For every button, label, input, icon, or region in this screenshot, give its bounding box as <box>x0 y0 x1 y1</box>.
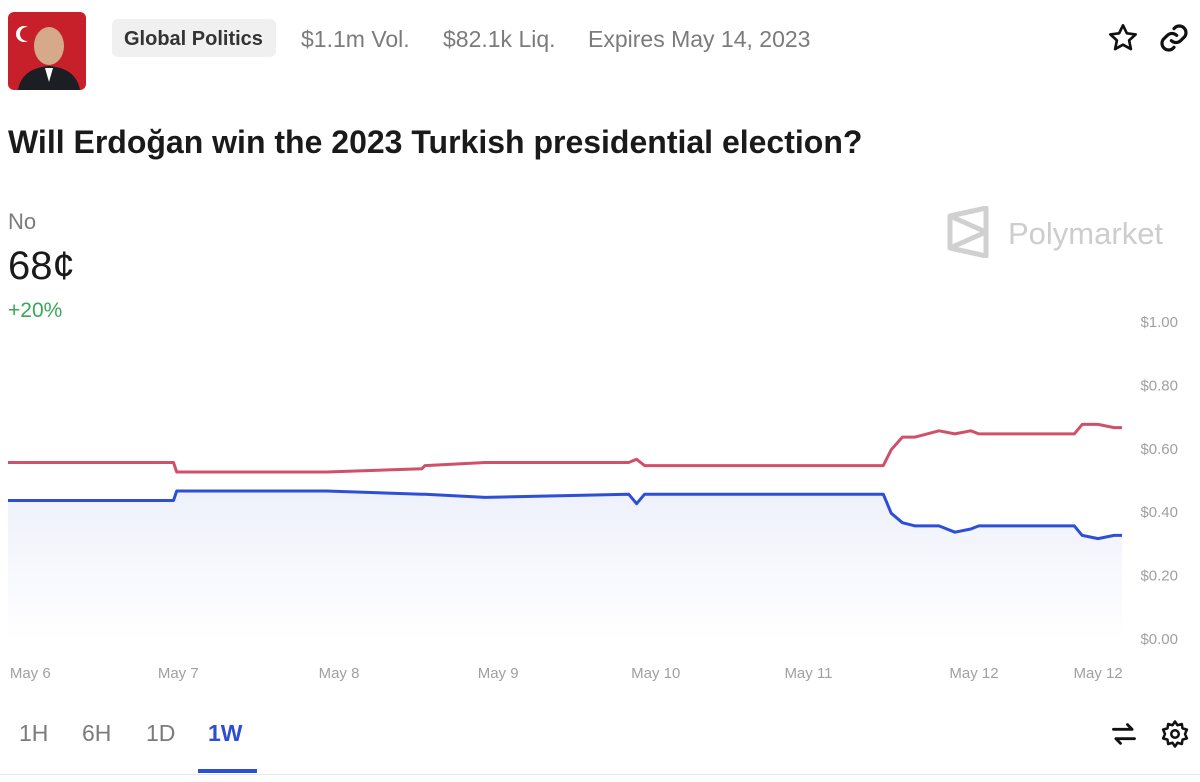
line <box>8 422 1122 474</box>
x-tick-label: May 8 <box>319 665 360 682</box>
x-tick-label: May 6 <box>10 665 51 682</box>
market-avatar <box>8 12 86 90</box>
swap-icon[interactable] <box>1110 720 1138 748</box>
x-tick-label: May 11 <box>784 665 832 682</box>
x-tick-label: May 7 <box>158 665 199 682</box>
category-pill[interactable] <box>112 19 276 57</box>
x-tick-label: May 9 <box>478 665 519 682</box>
x-tick-label: May 10 <box>631 665 680 682</box>
active-tab-underline <box>198 769 257 773</box>
timeframe-tab[interactable]: 1H <box>19 720 49 746</box>
settings-icon[interactable] <box>1160 719 1190 749</box>
watermark: Polymarket <box>1008 216 1164 251</box>
line <box>8 489 1122 541</box>
divider <box>0 774 1200 775</box>
outcome-label: No <box>8 209 37 234</box>
watermark-logo <box>947 206 989 258</box>
y-tick-label: $0.00 <box>1140 631 1178 648</box>
link-icon[interactable] <box>1158 22 1190 54</box>
expiry: Expires May 14, 2023 <box>588 26 811 52</box>
y-tick-label: $0.60 <box>1140 441 1178 458</box>
timeframe-tab[interactable]: 1D <box>146 720 176 746</box>
x-tick-label: May 12 <box>1074 665 1123 682</box>
y-tick-label: $0.20 <box>1140 568 1178 585</box>
timeframe-tab-active[interactable]: 1W <box>208 720 243 746</box>
outcome-change: +20% <box>8 299 63 322</box>
y-tick-label: $1.00 <box>1140 314 1178 331</box>
category[interactable]: Global Politics <box>124 28 263 50</box>
star-icon[interactable] <box>1106 22 1140 54</box>
volume: $1.1m Vol. <box>301 26 410 52</box>
timeframe-tab[interactable]: 6H <box>82 720 112 746</box>
y-tick-label: $0.40 <box>1140 504 1178 521</box>
area <box>8 491 1122 640</box>
y-tick-label: $0.80 <box>1140 377 1178 394</box>
outcome-price: 68¢ <box>8 244 75 288</box>
question-title: Will Erdoğan win the 2023 Turkish presid… <box>8 124 863 160</box>
chart: $0.00 $0.20 $0.40 $0.60 $0.80 $1.00 May 6 May 7… <box>8 314 1178 682</box>
x-tick-label: May 12 <box>949 665 998 682</box>
liquidity: $82.1k Liq. <box>443 26 556 52</box>
